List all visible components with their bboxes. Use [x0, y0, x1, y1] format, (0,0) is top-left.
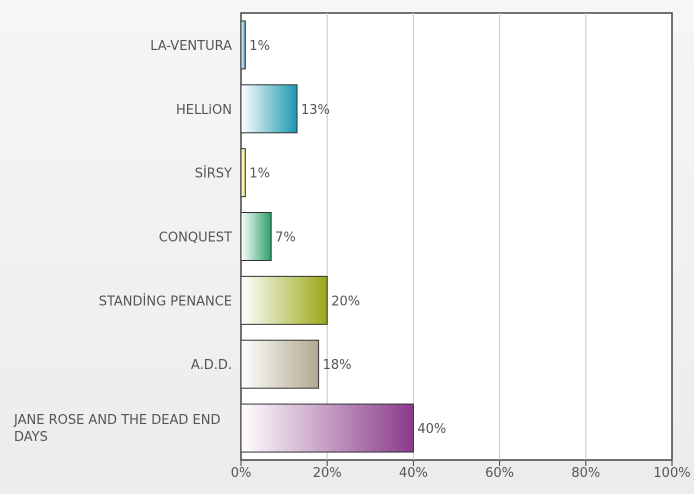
x-tick-label: 80%: [571, 466, 600, 481]
bar: [240, 212, 272, 261]
category-label: STANDİNG PENANCE: [99, 293, 232, 309]
bar-value-label: 20%: [331, 294, 360, 309]
bar: [240, 20, 246, 70]
category-label: LA-VENTURA: [150, 39, 232, 54]
x-tick-label: 60%: [485, 466, 514, 481]
x-tick-label: 40%: [399, 466, 428, 481]
bar: [240, 275, 328, 325]
bar-value-label: 1%: [249, 167, 270, 182]
category-label: HELLiON: [176, 103, 232, 118]
bar-value-label: 13%: [301, 103, 330, 118]
x-tick-label: 0%: [231, 466, 252, 481]
category-label: CONQUEST: [159, 231, 232, 246]
bar: [240, 339, 320, 389]
x-tick-label: 20%: [313, 466, 342, 481]
bar: [240, 403, 414, 453]
plot-area: [240, 12, 673, 461]
category-label: JANE ROSE AND THE DEAD END DAYS: [13, 413, 220, 445]
category-label: SİRSY: [195, 166, 232, 182]
bar: [240, 148, 246, 198]
x-tick-label: 100%: [653, 466, 690, 481]
bar-value-label: 40%: [417, 422, 446, 437]
bar: [240, 84, 298, 134]
bar-value-label: 1%: [249, 39, 270, 54]
category-label: A.D.D.: [191, 358, 232, 373]
bar-value-label: 18%: [323, 358, 352, 373]
bar-value-label: 7%: [275, 231, 296, 246]
